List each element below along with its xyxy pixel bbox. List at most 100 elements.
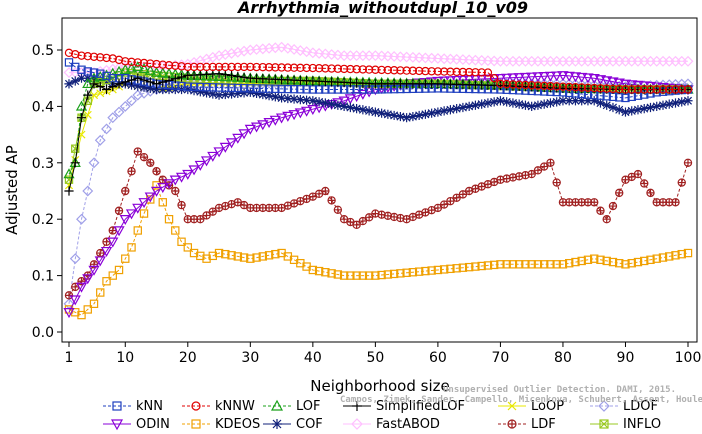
data-point — [113, 62, 125, 74]
data-point — [640, 85, 649, 94]
data-point — [563, 71, 575, 82]
data-point — [446, 196, 455, 206]
x-tick-label: 50 — [366, 350, 384, 366]
data-point — [150, 66, 163, 77]
data-point — [314, 266, 324, 276]
series-layer — [63, 41, 694, 320]
data-point — [464, 101, 474, 111]
data-point — [133, 73, 143, 83]
data-point — [75, 282, 88, 293]
axes: 1 10 20 30 40 50 60 70 80 90 100 0.0 0.1 0.2 0.3 0.4 0.5 — [32, 17, 701, 366]
data-point — [519, 72, 532, 83]
data-point — [144, 64, 156, 75]
data-point — [219, 49, 231, 60]
data-point — [194, 55, 206, 67]
data-point — [264, 84, 274, 93]
data-point — [321, 268, 330, 277]
data-point — [264, 63, 274, 72]
data-point — [683, 248, 693, 258]
data-point — [571, 83, 580, 92]
data-point — [677, 97, 687, 107]
data-point — [496, 260, 505, 269]
data-point — [183, 84, 193, 95]
data-point — [627, 85, 636, 94]
data-point — [358, 271, 368, 280]
y-tick-label: 0.1 — [32, 269, 54, 285]
data-point — [127, 167, 136, 176]
data-point — [665, 85, 674, 94]
legend-label: kNN — [136, 399, 163, 414]
data-point — [208, 207, 218, 216]
data-point — [132, 89, 144, 101]
data-point — [157, 67, 169, 78]
data-point — [594, 75, 607, 86]
data-point — [76, 213, 87, 225]
data-point — [127, 57, 136, 67]
data-point — [514, 260, 524, 269]
data-point — [227, 251, 236, 260]
data-point — [177, 200, 186, 210]
data-point — [189, 248, 199, 258]
plot-area — [63, 41, 694, 320]
data-point — [421, 66, 430, 76]
data-point — [239, 83, 249, 93]
data-point — [89, 68, 99, 77]
data-point — [489, 73, 499, 83]
data-point — [300, 106, 313, 117]
data-point — [164, 84, 174, 95]
legend-item-inflo: INFLO — [590, 417, 661, 432]
data-point — [615, 188, 624, 198]
data-point — [608, 84, 618, 94]
y-tick-label: 0.3 — [32, 156, 54, 172]
x-tick-label: 80 — [554, 350, 572, 366]
data-point — [233, 62, 243, 72]
data-point — [208, 251, 218, 261]
legend-label: kNNW — [215, 399, 255, 414]
data-point — [233, 252, 243, 261]
data-point — [345, 102, 355, 113]
data-point — [608, 102, 618, 113]
data-point — [439, 67, 449, 76]
data-point — [677, 249, 686, 259]
data-point — [108, 82, 118, 92]
data-point — [427, 67, 436, 76]
data-point — [633, 105, 643, 115]
data-point — [182, 169, 194, 180]
data-point — [108, 271, 117, 280]
data-point — [314, 64, 324, 73]
data-point — [352, 65, 361, 74]
data-point — [371, 271, 380, 280]
data-point — [71, 50, 80, 59]
data-point — [200, 70, 213, 81]
data-point — [82, 274, 94, 285]
data-point — [533, 166, 543, 175]
data-point — [114, 265, 124, 275]
data-point — [389, 269, 399, 279]
data-point — [208, 62, 218, 72]
data-point — [107, 112, 119, 124]
data-point — [277, 63, 286, 72]
data-point — [164, 75, 174, 86]
data-point — [599, 419, 609, 429]
data-point — [252, 62, 261, 72]
data-point — [539, 260, 549, 269]
data-point — [396, 66, 405, 75]
data-point — [626, 80, 638, 91]
data-point — [402, 66, 411, 75]
data-point — [627, 106, 637, 116]
data-point — [102, 71, 111, 81]
data-point — [321, 186, 330, 196]
data-point — [439, 106, 449, 116]
data-point — [296, 63, 305, 73]
legend-item-odin: ODIN — [103, 417, 170, 432]
data-point — [646, 188, 655, 198]
data-point — [565, 82, 574, 92]
data-point — [71, 144, 80, 153]
data-point — [602, 84, 611, 93]
data-point — [233, 71, 243, 81]
data-point — [302, 85, 311, 94]
data-point — [101, 123, 112, 135]
data-point — [445, 105, 456, 115]
legend-item-knnw: kNNW — [182, 399, 255, 414]
legend-item-ldf: LDF — [498, 417, 556, 432]
